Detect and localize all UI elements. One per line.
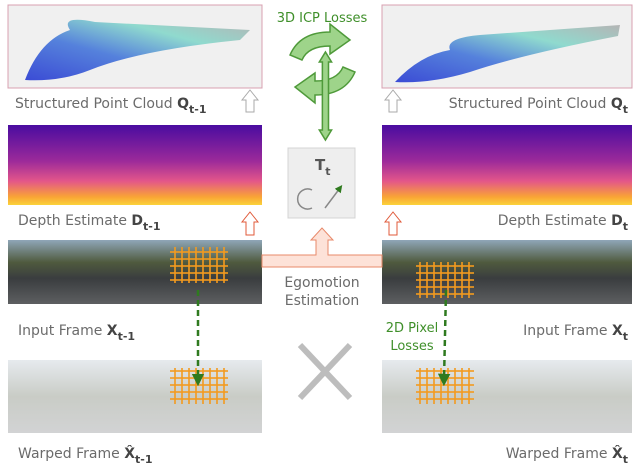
- icp-label: 3D ICP Losses: [277, 11, 368, 26]
- depth-left: [8, 125, 262, 205]
- text: Depth Estimate: [498, 213, 607, 229]
- text: t: [325, 165, 330, 178]
- text: D: [131, 213, 143, 229]
- label: Structured Point Cloud Qt-1: [15, 96, 207, 116]
- text: Input Frame: [523, 323, 607, 339]
- point-cloud-right: [381, 4, 633, 89]
- pixel-loss-label: Losses: [390, 339, 434, 354]
- text: t-1: [135, 453, 152, 466]
- depth-right: [382, 125, 632, 205]
- text: Structured Point Cloud: [15, 96, 173, 112]
- text: Input Frame: [18, 323, 102, 339]
- text: X̂: [124, 445, 135, 462]
- text: t-1: [189, 103, 206, 116]
- text: Structured Point Cloud: [449, 96, 607, 112]
- label: Warped Frame X̂t-1: [18, 445, 152, 466]
- text: Q: [611, 96, 623, 112]
- label: Structured Point Cloud Qt: [449, 96, 628, 116]
- transform-label: Tt: [315, 156, 331, 178]
- pixel-loss-label: 2D Pixel: [386, 321, 438, 336]
- text: D: [611, 213, 623, 229]
- label: Depth Estimate Dt: [498, 213, 628, 233]
- text: Depth Estimate: [18, 213, 127, 229]
- text: t: [623, 103, 628, 116]
- text: t: [623, 330, 628, 343]
- cross-arrows: [297, 342, 353, 401]
- label: Input Frame Xt-1: [18, 323, 135, 343]
- transform-box: [287, 147, 356, 219]
- text: T: [315, 156, 326, 174]
- text: t: [623, 220, 628, 233]
- text: t-1: [118, 330, 135, 343]
- text: Warped Frame: [18, 446, 120, 462]
- egomotion-label: Estimation: [285, 293, 360, 309]
- label: Input Frame Xt: [523, 323, 628, 343]
- text: X: [107, 323, 118, 339]
- text: X: [612, 323, 623, 339]
- text: t-1: [143, 220, 160, 233]
- point-cloud-left: [7, 4, 263, 89]
- text: Q: [177, 96, 189, 112]
- egomotion-label: Egomotion: [284, 275, 359, 291]
- label: Depth Estimate Dt-1: [18, 213, 161, 233]
- text: X̂: [612, 445, 623, 462]
- text: Warped Frame: [506, 446, 608, 462]
- label: Warped Frame X̂t: [506, 445, 628, 466]
- text: t: [623, 453, 628, 466]
- patch: [170, 247, 228, 283]
